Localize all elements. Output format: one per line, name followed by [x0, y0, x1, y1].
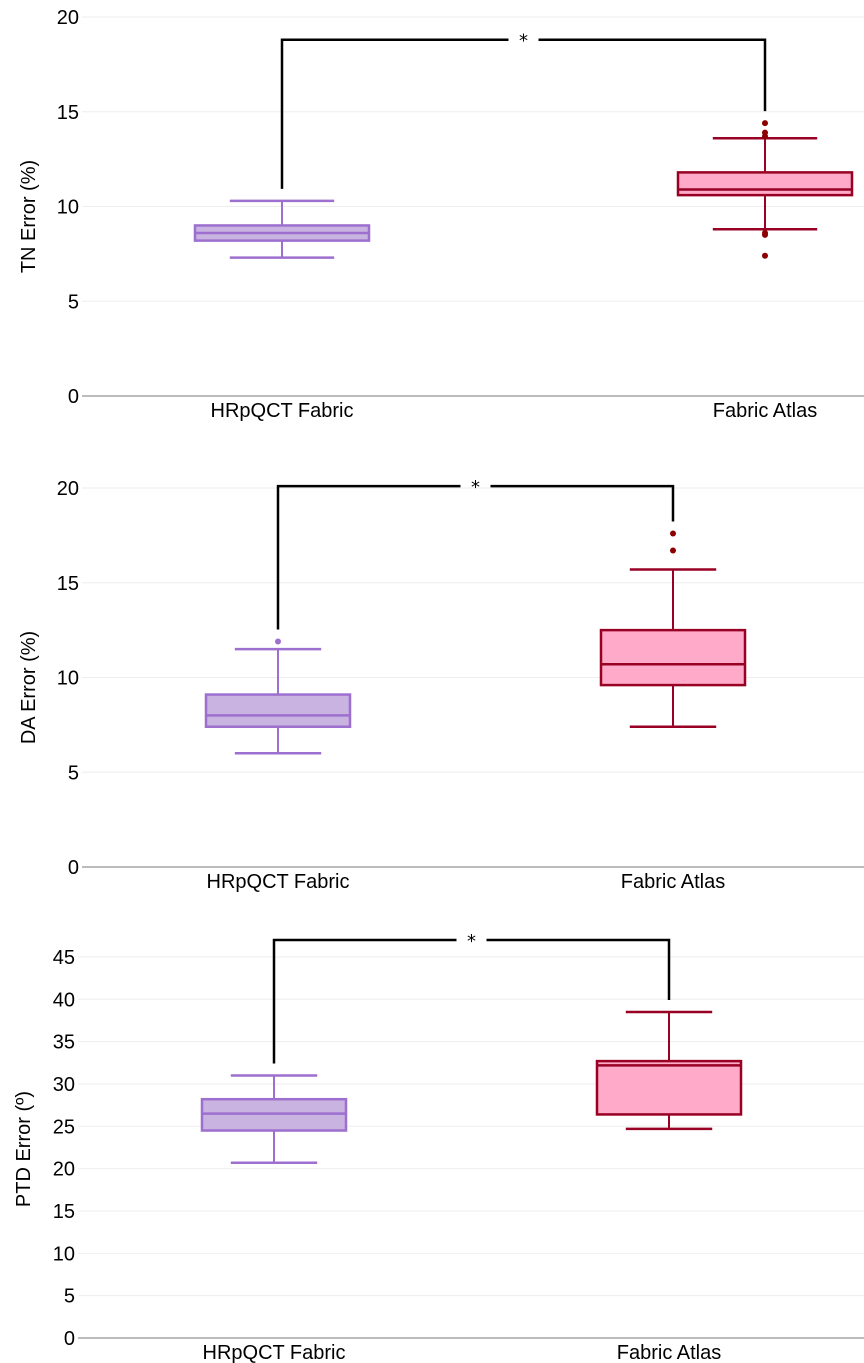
significance-bracket: * [276, 477, 675, 630]
outlier-point [762, 231, 768, 238]
bracket-right-arm [490, 484, 675, 522]
box-fabric-atlas [676, 120, 854, 259]
y-axis-label: DA Error (%) [18, 631, 40, 744]
x-category-label: Fabric Atlas [617, 1342, 721, 1363]
significance-star: * [519, 31, 528, 52]
iqr-box [595, 1059, 743, 1116]
outlier-point [762, 120, 768, 127]
y-tick-label: 30 [53, 1074, 75, 1096]
bracket-left-arm [276, 484, 461, 630]
y-axis-label: TN Error (%) [18, 160, 40, 273]
y-tick-label: 20 [57, 7, 79, 29]
chart-panel-3: 0 5 10 15 20 25 30 35 40 45 PTD Error (º) HRpQCT Fa… [13, 931, 864, 1363]
x-category-label: HRpQCT Fabric [207, 871, 350, 893]
y-tick-label: 5 [68, 291, 79, 313]
y-tick-label: 35 [53, 1032, 75, 1054]
bracket-left-arm [272, 938, 457, 1064]
bracket-right-arm [486, 938, 671, 1000]
box-hrpqct-fabric [193, 199, 371, 259]
iqr-box [200, 1097, 348, 1132]
box-fabric-atlas [599, 530, 747, 729]
bracket-left-arm [280, 38, 509, 189]
y-tick-label: 0 [68, 386, 79, 408]
bracket-right-arm [538, 38, 767, 112]
box-hrpqct-fabric [204, 638, 352, 755]
chart-panel-2: 0 5 10 15 20 DA Error (%) HRpQCT Fabric Fabric … [18, 477, 864, 893]
outlier-point [762, 133, 768, 140]
y-axis-label: PTD Error (º) [13, 1091, 35, 1207]
iqr-box [599, 628, 747, 687]
y-tick-label: 45 [53, 947, 75, 969]
y-tick-label: 25 [53, 1116, 75, 1138]
x-category-label: HRpQCT Fabric [203, 1342, 346, 1363]
y-tick-label: 15 [57, 102, 79, 124]
x-category-label: Fabric Atlas [621, 871, 725, 893]
y-tick-label: 5 [68, 762, 79, 784]
significance-bracket: * [272, 931, 671, 1064]
x-category-label: HRpQCT Fabric [211, 400, 354, 422]
y-tick-label: 10 [57, 668, 79, 690]
iqr-box [676, 171, 854, 197]
y-tick-label: 10 [57, 197, 79, 219]
y-tick-label: 15 [57, 573, 79, 595]
y-tick-label: 5 [64, 1286, 75, 1308]
x-category-label: Fabric Atlas [713, 400, 817, 422]
significance-bracket: * [280, 31, 767, 189]
outlier-point [762, 252, 768, 259]
y-tick-label: 40 [53, 989, 75, 1011]
outlier-point [670, 547, 676, 554]
significance-star: * [471, 477, 480, 498]
y-tick-label: 15 [53, 1201, 75, 1223]
box-hrpqct-fabric [200, 1074, 348, 1164]
outlier-point [275, 638, 281, 645]
y-tick-label: 20 [57, 478, 79, 500]
box-fabric-atlas [595, 1010, 743, 1131]
iqr-box [204, 693, 352, 729]
y-tick-label: 0 [68, 857, 79, 879]
chart-panel-1: 0 5 10 15 20 TN Error (%) HRpQCT Fabric Fabric … [18, 7, 864, 422]
significance-star: * [467, 931, 476, 952]
y-tick-label: 20 [53, 1159, 75, 1181]
y-tick-label: 10 [53, 1243, 75, 1265]
outlier-point [670, 530, 676, 537]
y-tick-label: 0 [64, 1328, 75, 1350]
